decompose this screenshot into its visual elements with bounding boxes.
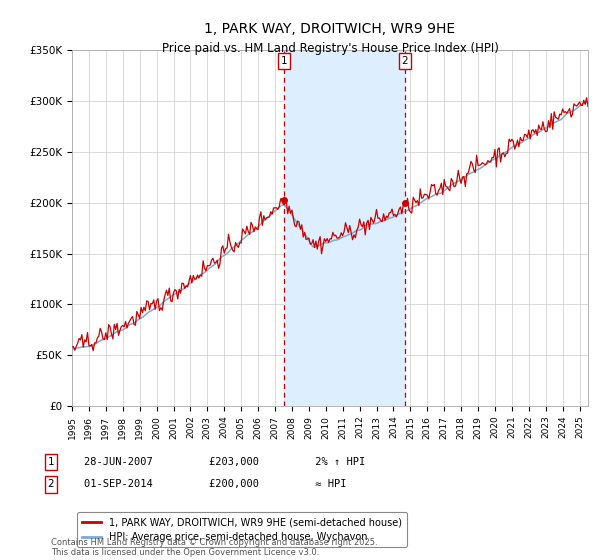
- Text: Price paid vs. HM Land Registry's House Price Index (HPI): Price paid vs. HM Land Registry's House …: [161, 42, 499, 55]
- Text: 1: 1: [47, 457, 55, 467]
- Legend: 1, PARK WAY, DROITWICH, WR9 9HE (semi-detached house), HPI: Average price, semi-: 1, PARK WAY, DROITWICH, WR9 9HE (semi-de…: [77, 512, 407, 547]
- Text: 01-SEP-2014         £200,000         ≈ HPI: 01-SEP-2014 £200,000 ≈ HPI: [84, 479, 347, 489]
- Text: 1: 1: [281, 56, 287, 66]
- Text: Contains HM Land Registry data © Crown copyright and database right 2025.
This d: Contains HM Land Registry data © Crown c…: [51, 538, 377, 557]
- Text: 2: 2: [47, 479, 55, 489]
- Text: 28-JUN-2007         £203,000         2% ↑ HPI: 28-JUN-2007 £203,000 2% ↑ HPI: [84, 457, 365, 467]
- Bar: [284, 50, 405, 406]
- Text: 1, PARK WAY, DROITWICH, WR9 9HE: 1, PARK WAY, DROITWICH, WR9 9HE: [205, 22, 455, 36]
- Text: 2: 2: [401, 56, 408, 66]
